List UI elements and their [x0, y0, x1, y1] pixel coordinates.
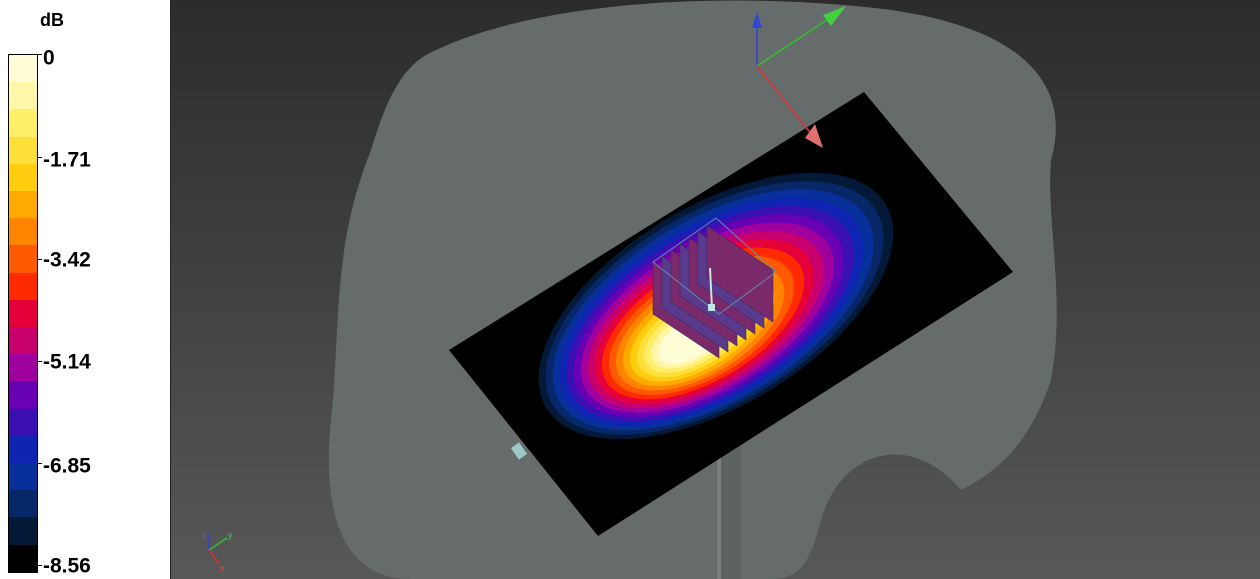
main-axes-gizmo [752, 6, 846, 148]
triad-y-line [208, 537, 228, 551]
colorbar-tick-label-1: -1.71 [43, 148, 91, 172]
connector-marker [510, 442, 528, 460]
antenna-fin [706, 225, 774, 323]
colorbar-tick-mark [38, 54, 42, 55]
colorbar-segment [9, 490, 37, 518]
colorbar-segment [9, 136, 37, 164]
colorbar-tick-label-3: -5.14 [43, 350, 91, 374]
colorbar-segment [9, 327, 37, 355]
colorbar-tick-mark [38, 259, 42, 260]
colorbar-tick-mark [38, 565, 42, 566]
colorbar-segment [9, 408, 37, 436]
3d-viewport[interactable]: z y x [170, 0, 1260, 579]
antenna-array-front-face [652, 217, 777, 315]
colorbar-segment [9, 245, 37, 273]
legend-panel: dB 0 -1.71 -3.42 -5.14 -6.85 -8.56 [0, 0, 170, 579]
colorbar-tick-label-2: -3.42 [43, 248, 91, 272]
colorbar-segment [9, 109, 37, 137]
colorbar [8, 54, 38, 573]
3d-scene[interactable]: z y x [171, 0, 1260, 579]
y-axis-line [756, 13, 837, 67]
colorbar-tick-mark [38, 463, 42, 464]
colorbar-segment [9, 381, 37, 409]
colorbar-segment [9, 163, 37, 192]
colorbar-segment [9, 354, 37, 382]
triad-x-label: x [220, 563, 225, 573]
colorbar-segment [9, 517, 37, 545]
colorbar-segment [9, 435, 37, 464]
x-axis-line [756, 65, 817, 141]
colorbar-tick-mark [38, 361, 42, 362]
colorbar-segment [9, 463, 37, 491]
feed-point [708, 304, 715, 311]
triad-z-label: z [202, 530, 207, 540]
triad-y-label: y [228, 530, 233, 540]
feed-line [709, 267, 713, 309]
colorbar-tick-label-4: -6.85 [43, 454, 91, 478]
antenna-array [652, 217, 777, 359]
x-axis-arrow [805, 124, 823, 148]
orientation-triad: z y x [202, 530, 233, 573]
colorbar-tick-label-0: 0 [43, 46, 55, 70]
colorbar-segment [9, 272, 37, 300]
colorbar-segment [9, 82, 37, 110]
colorbar-segment [9, 191, 37, 219]
z-axis-arrow [752, 12, 762, 28]
colorbar-segment [9, 544, 37, 572]
support-post-highlight [717, 440, 721, 579]
colorbar-segment [9, 299, 37, 328]
colorbar-segment [9, 218, 37, 246]
colorbar-tick-mark [38, 157, 42, 158]
y-axis-arrow [823, 6, 846, 26]
triad-x-line [208, 549, 220, 565]
legend-unit-label: dB [40, 10, 64, 30]
colorbar-tick-label-5: -8.56 [43, 554, 91, 578]
colorbar-segment [9, 55, 37, 83]
